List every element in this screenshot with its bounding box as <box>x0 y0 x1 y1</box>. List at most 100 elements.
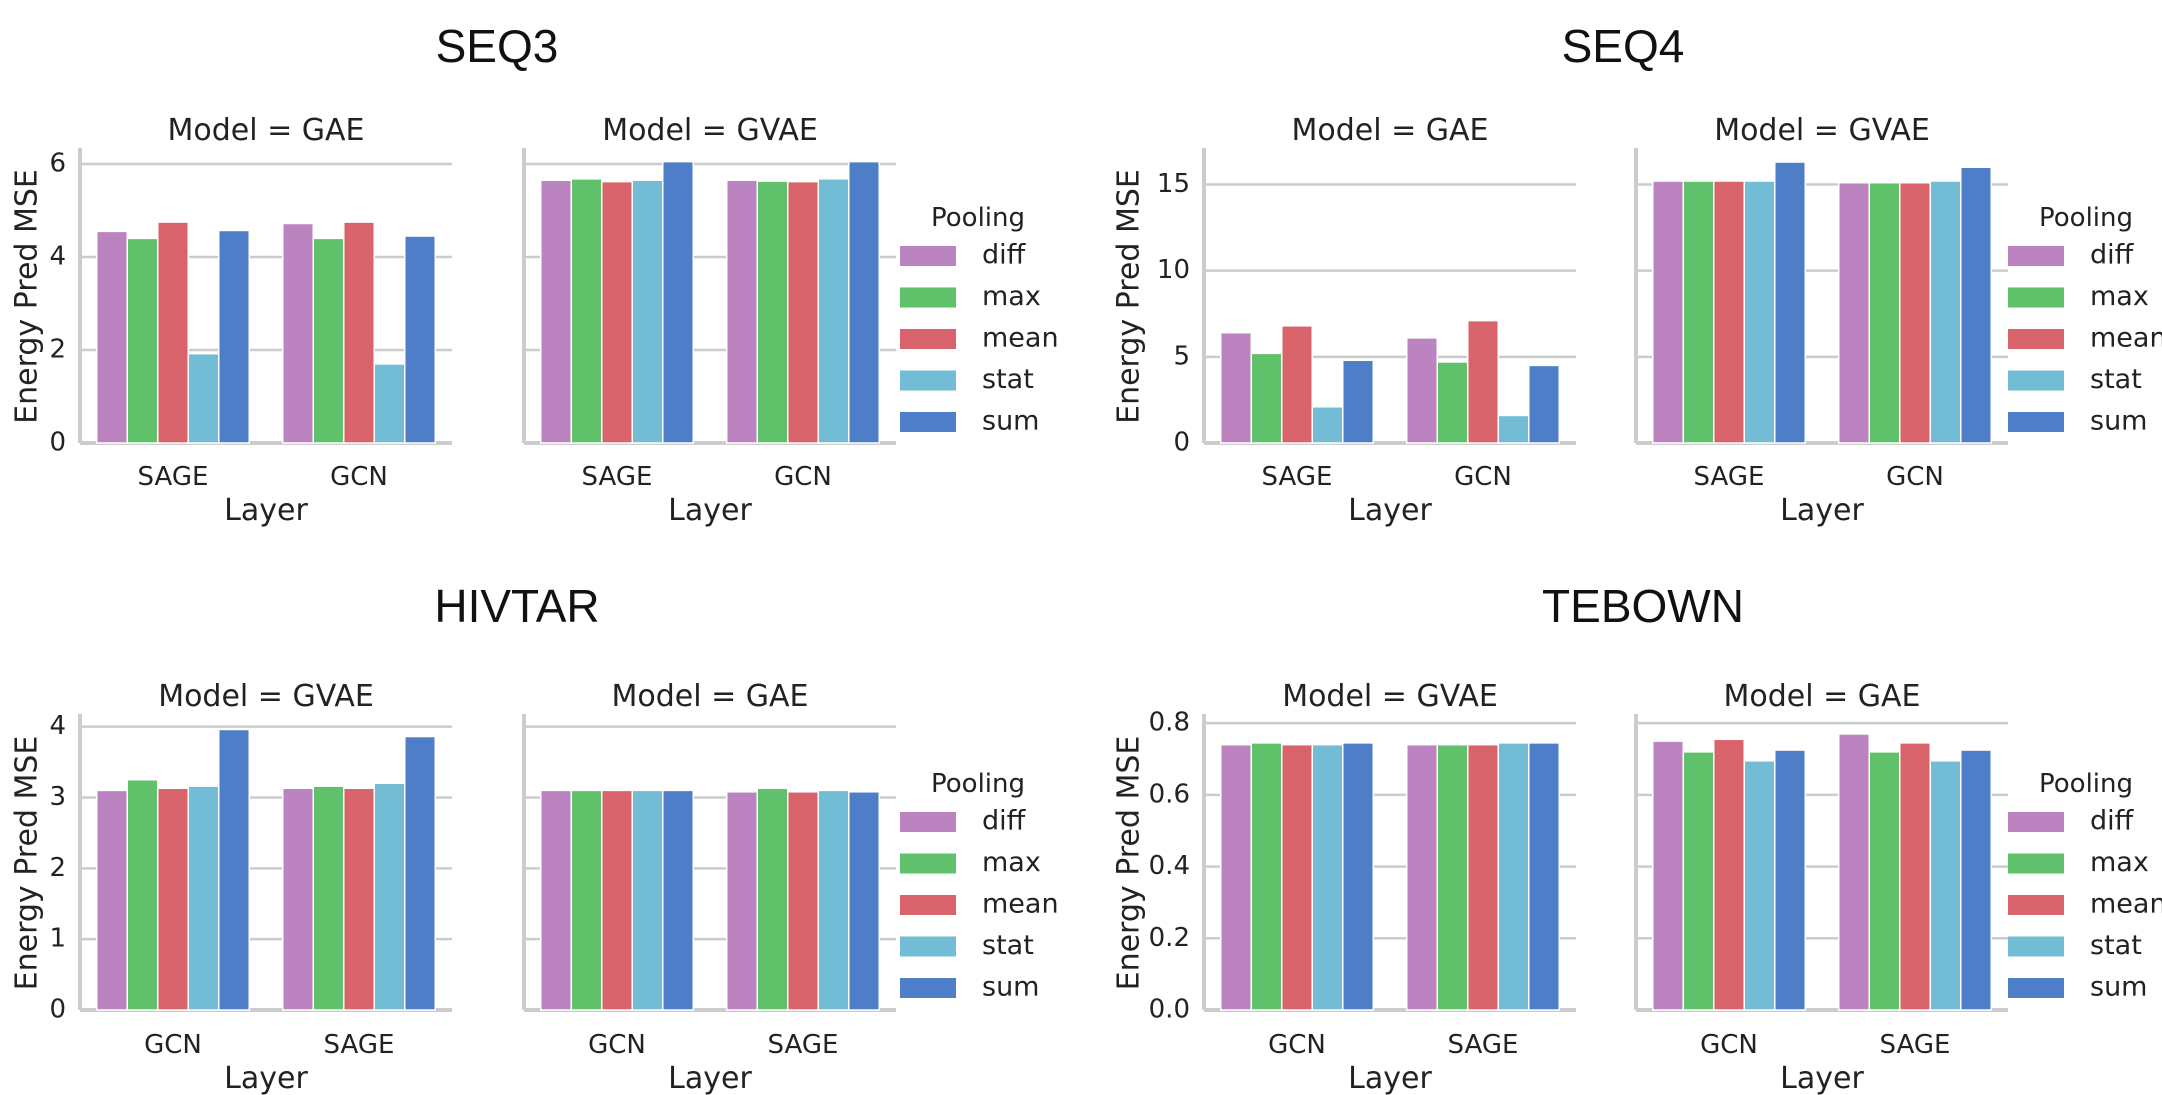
bar-diff-sage <box>1405 743 1438 1011</box>
bar-max-sage <box>312 785 345 1011</box>
legend-swatch-mean <box>900 895 956 915</box>
legend-label-max: max <box>982 847 1041 878</box>
chart-seq4: SEQ4 Energy Pred MSE 0 5 10 15 Model = GAE SAGE… <box>1112 20 2162 528</box>
bar-stat-gcn <box>1497 414 1530 444</box>
bar-stat-gcn <box>373 363 406 444</box>
y-tick-label: 0.4 <box>1149 851 1190 881</box>
legend-title: Pooling <box>2039 203 2133 233</box>
y-tick-label: 15 <box>1157 169 1190 199</box>
bar-sum-gcn <box>1528 364 1561 444</box>
legend-label-mean: mean <box>2090 323 2162 354</box>
legend-swatch-stat <box>900 936 956 957</box>
bar-diff-sage <box>1837 733 1870 1011</box>
legend-label-sum: sum <box>2090 406 2147 437</box>
legend-swatch-mean <box>900 329 956 349</box>
legend-label-sum: sum <box>2090 972 2147 1003</box>
bar-sum-sage <box>1528 742 1561 1011</box>
bar-mean-sage <box>1712 180 1746 444</box>
bar-stat-sage <box>1929 760 1962 1011</box>
bar-mean-gcn <box>1466 319 1500 444</box>
legend-swatch-max <box>2008 853 2064 874</box>
legend-label-mean: mean <box>982 323 1059 354</box>
x-axis-label: Layer <box>224 493 308 528</box>
legend-label-stat: stat <box>2090 930 2142 961</box>
chart-title: TEBOWN <box>1542 580 1744 632</box>
bar-mean-gcn <box>786 180 820 444</box>
panel-subtitle: Model = GVAE <box>602 113 818 148</box>
bar-mean-sage <box>342 787 376 1011</box>
bar-mean-gcn <box>342 221 376 444</box>
legend-swatch-stat <box>2008 370 2064 391</box>
panel-subtitle: Model = GAE <box>1723 679 1920 714</box>
legend: Pooling diff max mean stat sum <box>2008 769 2162 1003</box>
bar-mean-sage <box>1280 325 1314 444</box>
legend-label-max: max <box>982 281 1041 312</box>
legend-swatch-diff <box>900 812 956 832</box>
legend-label-diff: diff <box>2090 806 2135 837</box>
legend-swatch-max <box>2008 287 2064 308</box>
legend-title: Pooling <box>931 769 1025 799</box>
y-tick-label: 0.8 <box>1149 708 1190 738</box>
bar-mean-sage <box>786 791 820 1011</box>
panel-1: 0 1 2 3 4 Model = GVAE GCN SAGE Layer <box>49 679 452 1095</box>
bar-stat-gcn <box>1929 180 1962 444</box>
bar-max-gcn <box>312 237 345 444</box>
y-tick-label: 4 <box>49 711 66 741</box>
x-axis-label: Layer <box>668 1061 752 1095</box>
bar-stat-gcn <box>631 789 664 1011</box>
y-axis-label: Energy Pred MSE <box>10 169 45 424</box>
bar-diff-gcn <box>725 179 758 444</box>
bar-sum-sage <box>1960 749 1993 1011</box>
y-tick-label: 1 <box>49 924 66 954</box>
legend-swatch-stat <box>2008 936 2064 957</box>
bar-max-sage <box>1436 743 1469 1011</box>
bar-sum-sage <box>848 791 881 1011</box>
panel-subtitle: Model = GAE <box>167 113 364 148</box>
panel-subtitle: Model = GVAE <box>1714 113 1930 148</box>
y-tick-label: 10 <box>1157 255 1190 285</box>
legend-label-max: max <box>2090 847 2149 878</box>
x-tick-label: SAGE <box>138 462 209 492</box>
x-tick-label: SAGE <box>1880 1030 1951 1060</box>
x-tick-label: SAGE <box>1262 462 1333 492</box>
panel-1: 0.0 0.2 0.4 0.6 0.8 Model = GVAE GCN SAGE Layer <box>1149 679 1576 1095</box>
y-tick-label: 0.6 <box>1149 779 1190 809</box>
legend-swatch-diff <box>900 246 956 266</box>
x-axis-label: Layer <box>1348 1061 1432 1095</box>
bar-sum-gcn <box>662 789 695 1011</box>
legend-label-diff: diff <box>982 240 1027 271</box>
panel-2: Model = GAE GCN SAGE Layer <box>1634 679 2008 1095</box>
bar-sum-sage <box>662 160 695 444</box>
legend-swatch-diff <box>2008 812 2064 832</box>
bar-sum-gcn <box>1960 166 1993 444</box>
x-tick-label: GCN <box>1268 1030 1326 1060</box>
x-tick-label: SAGE <box>324 1030 395 1060</box>
bar-sum-sage <box>404 735 437 1011</box>
bar-mean-gcn <box>1712 738 1746 1011</box>
bar-stat-sage <box>1497 742 1530 1011</box>
x-tick-label: GCN <box>144 1030 202 1060</box>
panel-subtitle: Model = GAE <box>611 679 808 714</box>
bar-stat-sage <box>373 782 406 1011</box>
legend-label-diff: diff <box>2090 240 2135 271</box>
bar-mean-gcn <box>1280 743 1314 1011</box>
panel-2: Model = GVAE SAGE GCN Layer <box>522 113 896 528</box>
x-tick-label: GCN <box>1700 1030 1758 1060</box>
legend: Pooling diff max mean stat sum <box>2008 203 2162 437</box>
legend-swatch-stat <box>900 370 956 391</box>
bar-stat-gcn <box>187 785 220 1011</box>
bar-stat-sage <box>1311 406 1344 444</box>
y-tick-label: 6 <box>49 148 66 178</box>
x-tick-label: GCN <box>1454 462 1512 492</box>
panel-1: 0 5 10 15 Model = GAE SAGE GCN Layer <box>1157 113 1576 528</box>
legend-swatch-sum <box>2008 412 2064 432</box>
bar-stat-sage <box>1743 180 1776 444</box>
panel-1: 0 2 4 6 Model = GAE SAGE GCN Layer <box>49 113 452 528</box>
legend-swatch-mean <box>2008 329 2064 349</box>
y-axis-label: Energy Pred MSE <box>1112 736 1147 991</box>
legend-label-sum: sum <box>982 406 1039 437</box>
legend-label-stat: stat <box>982 364 1034 395</box>
bar-sum-sage <box>1342 359 1375 444</box>
bar-max-sage <box>1868 751 1901 1011</box>
